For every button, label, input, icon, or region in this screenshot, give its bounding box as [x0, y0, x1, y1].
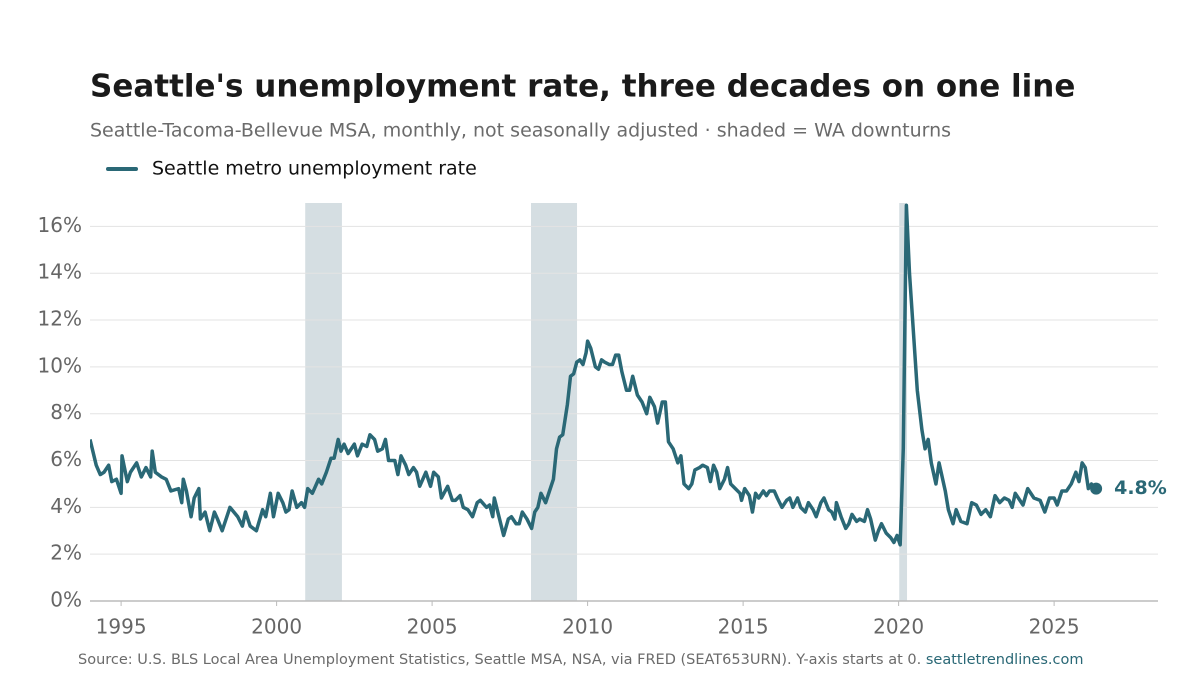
y-tick-label: 14%	[38, 260, 82, 284]
source-link: seattletrendlines.com	[926, 652, 1084, 668]
y-tick-label: 2%	[50, 541, 82, 565]
y-tick-label: 8%	[50, 400, 82, 424]
series-line	[90, 203, 1098, 547]
x-tick-label: 2025	[1029, 615, 1080, 639]
shaded-period	[305, 203, 342, 601]
y-tick-label: 10%	[38, 353, 82, 377]
end-point	[1090, 482, 1103, 495]
y-tick-label: 0%	[50, 588, 82, 612]
end-label: 4.8%	[1114, 477, 1167, 499]
y-tick-label: 6%	[50, 447, 82, 471]
chart-subtitle: Seattle-Tacoma-Bellevue MSA, monthly, no…	[90, 120, 951, 142]
y-tick-label: 12%	[38, 307, 82, 331]
y-tick-label: 16%	[38, 213, 82, 237]
legend-label: Seattle metro unemployment rate	[152, 158, 477, 180]
x-tick-label: 2015	[718, 615, 769, 639]
y-tick-label: 4%	[50, 494, 82, 518]
source-note: Source: U.S. BLS Local Area Unemployment…	[78, 652, 1083, 668]
x-tick-label: 2000	[251, 615, 302, 639]
x-tick-label: 2020	[873, 615, 924, 639]
plot-area	[90, 203, 1098, 547]
x-tick-label: 1995	[96, 615, 147, 639]
shaded-period	[531, 203, 578, 601]
source-text: Source: U.S. BLS Local Area Unemployment…	[78, 652, 921, 668]
x-tick-label: 2005	[407, 615, 458, 639]
chart-title: Seattle's unemployment rate, three decad…	[90, 69, 1075, 105]
x-tick-label: 2010	[562, 615, 613, 639]
